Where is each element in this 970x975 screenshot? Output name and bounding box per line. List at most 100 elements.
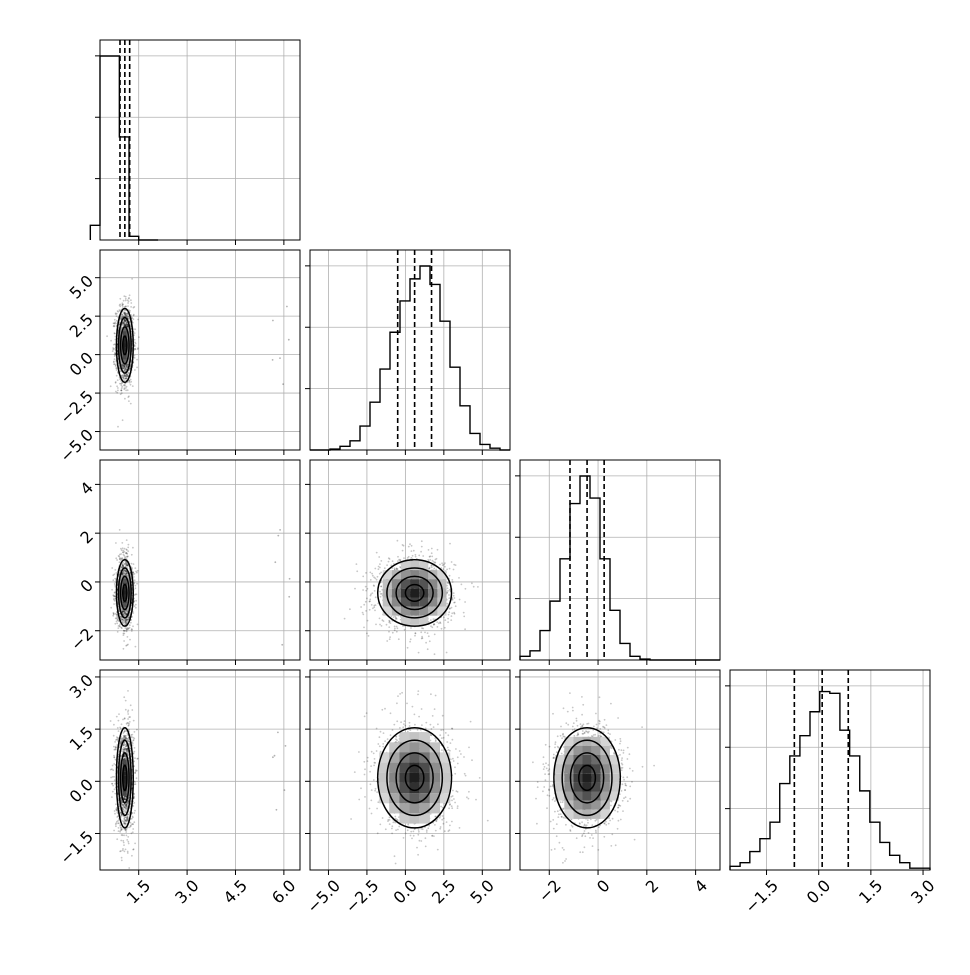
scatter-point: [373, 606, 375, 608]
scatter-point: [422, 637, 424, 639]
scatter-point: [123, 696, 125, 698]
scatter-point: [134, 328, 136, 330]
scatter-point: [115, 557, 117, 559]
scatter-point: [131, 567, 133, 569]
scatter-point: [115, 382, 117, 384]
scatter-point: [395, 618, 397, 620]
scatter-point: [369, 609, 371, 611]
scatter-point: [397, 556, 399, 558]
scatter-point: [277, 535, 279, 537]
scatter-point: [429, 640, 431, 642]
scatter-point: [112, 579, 114, 581]
scatter-point: [411, 557, 413, 559]
scatter-point: [135, 587, 137, 589]
scatter-point: [375, 596, 377, 598]
scatter-point: [136, 583, 138, 585]
scatter-point: [433, 623, 435, 625]
scatter-point: [116, 385, 118, 387]
scatter-point: [127, 713, 129, 715]
scatter-point: [449, 568, 451, 570]
scatter-point: [389, 558, 391, 560]
scatter-point: [119, 561, 121, 563]
scatter-point: [394, 626, 396, 628]
scatter-point: [431, 548, 433, 550]
scatter-point: [446, 592, 448, 594]
scatter-point: [134, 345, 136, 347]
scatter-point: [117, 379, 119, 381]
scatter-point: [129, 639, 131, 641]
scatter-point: [122, 419, 124, 421]
scatter-point: [407, 647, 409, 649]
scatter-point: [133, 576, 135, 578]
scatter-point: [111, 589, 113, 591]
scatter-point: [422, 628, 424, 630]
scatter-point: [444, 566, 446, 568]
density-cell: [410, 579, 419, 588]
scatter-point: [392, 560, 394, 562]
scatter-point: [451, 579, 453, 581]
scatter-point: [129, 826, 131, 828]
scatter-point: [120, 390, 122, 392]
scatter-point: [124, 548, 126, 550]
scatter-point: [122, 551, 124, 553]
scatter-point: [127, 547, 129, 549]
scatter-point: [116, 320, 118, 322]
scatter-point: [427, 648, 429, 650]
scatter-point: [122, 547, 124, 549]
scatter-point: [119, 309, 121, 311]
scatter-point: [420, 551, 422, 553]
scatter-point: [123, 633, 125, 635]
scatter-point: [121, 542, 123, 544]
scatter-point: [374, 577, 376, 579]
scatter-point: [113, 361, 115, 363]
scatter-point: [441, 628, 443, 630]
scatter-point: [138, 336, 140, 338]
outlier-points: [272, 306, 290, 385]
scatter-point: [362, 614, 364, 616]
outlier-points: [274, 529, 290, 646]
scatter-point: [464, 628, 466, 630]
scatter-point: [119, 298, 121, 300]
scatter-point: [451, 615, 453, 617]
scatter-point: [135, 600, 137, 602]
panel-2-0: [95, 460, 300, 665]
panel-2-1: [305, 460, 510, 665]
scatter-point: [376, 579, 378, 581]
scatter-point: [365, 610, 367, 612]
scatter-point: [382, 619, 384, 621]
scatter-point: [448, 594, 450, 596]
scatter-point: [126, 556, 128, 558]
scatter-point: [396, 631, 398, 633]
scatter-point: [408, 546, 410, 548]
scatter-point: [471, 582, 473, 584]
scatter-point: [115, 365, 117, 367]
scatter-point: [122, 367, 124, 369]
scatter-point: [134, 369, 136, 371]
scatter-point: [461, 584, 463, 586]
scatter-point: [392, 632, 394, 634]
scatter-point: [454, 602, 456, 604]
scatter-point: [379, 567, 381, 569]
scatter-point: [363, 604, 365, 606]
scatter-point: [130, 403, 132, 405]
scatter-point: [110, 385, 112, 387]
scatter-point: [117, 627, 119, 629]
scatter-point: [380, 593, 382, 595]
scatter-point: [286, 306, 288, 308]
scatter-point: [126, 628, 128, 630]
scatter-point: [379, 591, 381, 593]
scatter-point: [127, 396, 129, 398]
scatter-point: [112, 350, 114, 352]
scatter-point: [127, 725, 129, 727]
scatter-point: [123, 300, 125, 302]
scatter-point: [134, 585, 136, 587]
scatter-point: [113, 363, 115, 365]
scatter-point: [449, 575, 451, 577]
scatter-point: [126, 553, 128, 555]
scatter-point: [111, 796, 113, 798]
scatter-point: [373, 585, 375, 587]
scatter-point: [116, 621, 118, 623]
scatter-point: [441, 562, 443, 564]
scatter-point: [396, 626, 398, 628]
scatter-point: [131, 554, 133, 556]
